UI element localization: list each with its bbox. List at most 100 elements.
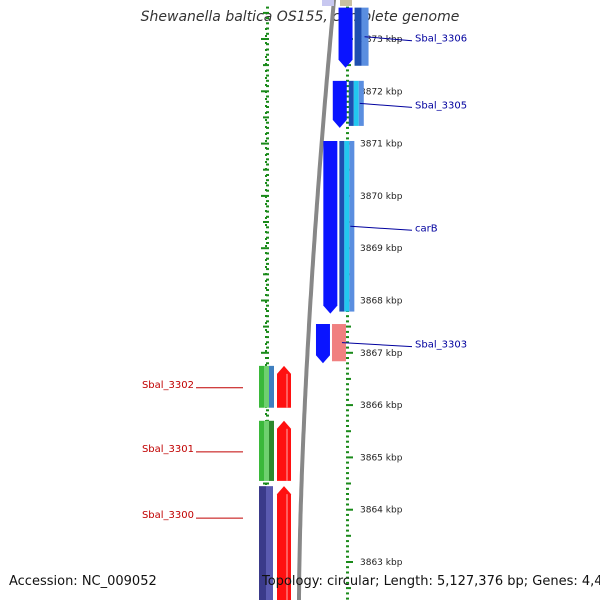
gene-arrow[interactable] <box>332 80 347 128</box>
ruler-tick <box>346 74 349 77</box>
track-top-fragment <box>322 0 334 6</box>
ruler-tick <box>346 587 351 590</box>
ruler-tick <box>346 393 349 396</box>
ruler-dot <box>265 245 267 247</box>
track-top-fragment <box>340 0 352 6</box>
annotation-track <box>259 365 264 408</box>
ruler-tick <box>266 283 269 286</box>
ruler-tick <box>346 336 349 339</box>
ruler-tick <box>266 357 269 359</box>
ruler-dot <box>265 154 267 156</box>
ruler-tick <box>266 226 269 229</box>
ruler-tick <box>266 27 269 30</box>
ruler-dot <box>265 56 267 58</box>
ruler-tick <box>346 461 349 464</box>
annotation-track <box>266 486 273 600</box>
gene-arrow[interactable] <box>315 324 330 364</box>
gene-carb[interactable] <box>323 140 355 314</box>
ruler-tick <box>266 341 269 344</box>
annotation-track <box>269 420 274 481</box>
ruler-tick <box>346 482 351 485</box>
ruler-dot <box>265 273 267 275</box>
ruler-tick <box>346 64 351 67</box>
gene-sbal-3306[interactable] <box>338 7 369 68</box>
ruler-tick <box>346 6 349 9</box>
annotation-track <box>344 140 350 312</box>
ruler-tick <box>266 121 269 124</box>
ruler-tick <box>266 32 269 35</box>
ruler-tick <box>266 17 269 20</box>
ruler-tick <box>346 519 349 522</box>
ruler-tick <box>261 299 269 302</box>
ruler-tick <box>261 142 269 145</box>
ruler-tick <box>346 320 349 323</box>
gene-arrow[interactable] <box>338 7 353 68</box>
gene-label[interactable]: Sbal_3302 <box>142 380 194 391</box>
ruler-tick <box>346 106 349 108</box>
ruler-tick <box>261 38 269 40</box>
gene-sbal-3303[interactable] <box>315 324 346 364</box>
gene-arrow[interactable] <box>277 420 291 481</box>
map-title: Shewanella baltica OS155, complete genom… <box>140 9 460 25</box>
ruler-dot <box>265 294 267 296</box>
arrow-shade <box>286 428 288 481</box>
scale-tick-label: 3871 kbp <box>360 140 403 150</box>
ruler-tick <box>266 6 269 9</box>
ruler-tick <box>346 398 349 401</box>
gene-label[interactable]: carB <box>415 223 438 234</box>
ruler-tick <box>266 174 269 176</box>
gene-sbal-3301[interactable] <box>259 420 291 481</box>
ruler-tick <box>346 419 349 422</box>
gene-label[interactable]: Sbal_3305 <box>415 100 467 111</box>
ruler-dot <box>265 147 267 149</box>
ruler-tick <box>266 137 269 140</box>
ruler-dot <box>265 203 267 205</box>
ruler-tick <box>346 498 349 501</box>
ruler-tick <box>346 69 349 72</box>
ruler-tick <box>266 414 269 417</box>
ruler-dot <box>265 105 267 107</box>
gene-sbal-3302[interactable] <box>259 365 291 408</box>
ruler-tick <box>346 126 349 129</box>
ruler-tick <box>346 456 353 459</box>
gene-label[interactable]: Sbal_3300 <box>142 510 194 521</box>
ruler-tick <box>346 357 349 359</box>
ruler-tick <box>266 362 269 365</box>
gene-label[interactable]: Sbal_3306 <box>415 34 467 45</box>
gene-sbal-3305[interactable] <box>332 80 364 128</box>
annotation-track <box>264 365 269 408</box>
ruler-tick <box>346 341 349 344</box>
ruler-tick <box>346 388 349 391</box>
gene-arrow[interactable] <box>323 140 338 314</box>
annotation-track <box>259 486 266 600</box>
gene-arrow[interactable] <box>277 365 291 408</box>
ruler-tick <box>346 116 351 119</box>
ruler-tick <box>266 163 269 166</box>
ruler-tick <box>346 325 351 328</box>
gene-label[interactable]: Sbal_3301 <box>142 444 194 455</box>
ruler-tick <box>266 304 269 307</box>
ruler-tick <box>346 414 349 417</box>
ruler-dot <box>265 126 267 128</box>
ruler-tick <box>263 11 269 14</box>
ruler-tick <box>266 268 269 271</box>
ruler-tick <box>266 262 269 265</box>
ruler-dot <box>265 231 267 233</box>
ruler-dot <box>265 322 267 324</box>
gene-label[interactable]: Sbal_3303 <box>415 340 467 351</box>
ruler-dot <box>265 70 267 72</box>
ruler-tick <box>266 111 269 114</box>
ruler-tick <box>266 310 269 312</box>
ruler-tick <box>266 158 269 161</box>
scale-tick-label: 3873 kbp <box>360 35 403 45</box>
backbone <box>297 0 352 600</box>
ruler-tick <box>346 477 349 480</box>
ruler-dot <box>265 413 267 415</box>
label-layer: Sbal_3306 Sbal_3305 carB Sbal_3303 Sbal_3302… <box>142 34 467 521</box>
scale-tick-label: 3870 kbp <box>360 192 403 202</box>
gene-sbal-3300[interactable] <box>259 486 291 600</box>
leader-line <box>350 225 413 231</box>
ruler-dot <box>265 133 267 135</box>
scale-tick-label: 3866 kbp <box>360 401 403 411</box>
